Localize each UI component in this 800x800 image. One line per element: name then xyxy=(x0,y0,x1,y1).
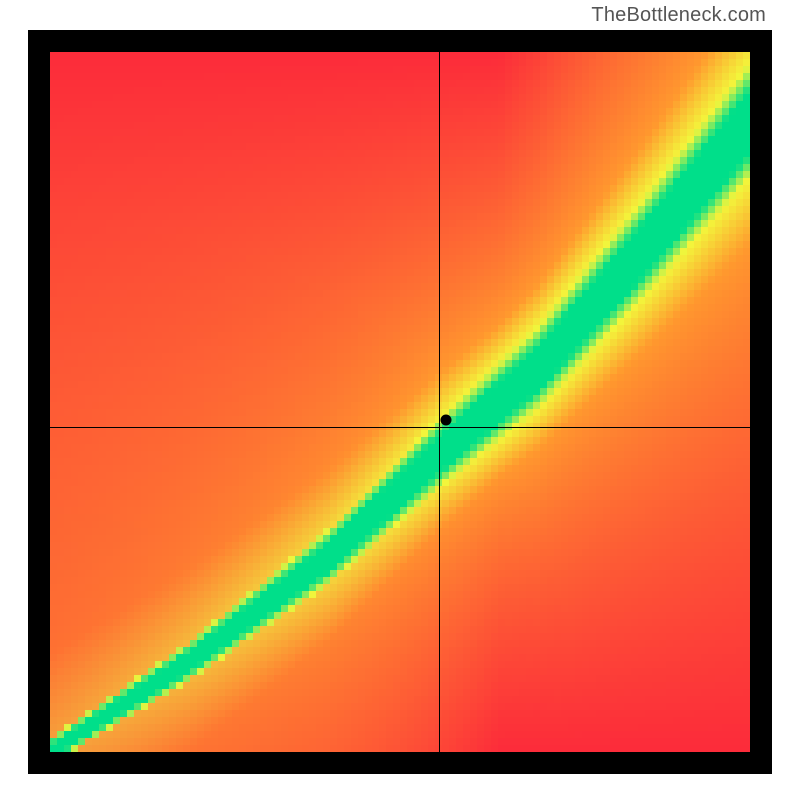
plot-outer-frame xyxy=(28,30,772,774)
figure-root: TheBottleneck.com xyxy=(0,0,800,800)
attribution-label: TheBottleneck.com xyxy=(591,4,766,27)
crosshair-horizontal xyxy=(50,427,750,428)
plot-inner-area xyxy=(50,52,750,752)
crosshair-vertical xyxy=(439,52,440,752)
data-point-marker xyxy=(440,414,451,425)
bottleneck-heatmap xyxy=(50,52,750,752)
